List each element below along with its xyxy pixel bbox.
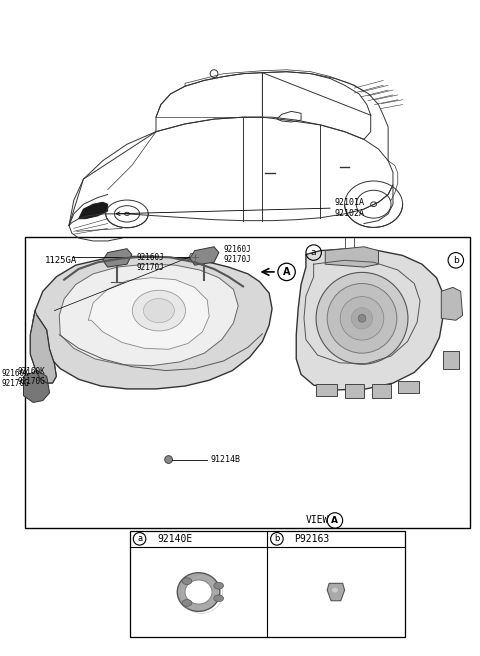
Text: 92102A: 92102A — [335, 209, 365, 218]
Polygon shape — [327, 583, 345, 601]
Bar — [372, 384, 391, 398]
Polygon shape — [88, 277, 209, 349]
Polygon shape — [24, 371, 49, 403]
Bar — [130, 531, 405, 638]
Ellipse shape — [327, 283, 397, 353]
Text: b: b — [453, 256, 459, 265]
Polygon shape — [30, 310, 56, 383]
Polygon shape — [79, 202, 108, 218]
Text: 92170G: 92170G — [18, 377, 46, 386]
Polygon shape — [190, 247, 219, 265]
Text: 92160J: 92160J — [224, 245, 252, 254]
Text: A: A — [283, 267, 290, 277]
Bar — [25, 237, 470, 528]
Bar — [398, 381, 419, 393]
Ellipse shape — [214, 583, 224, 589]
Bar — [443, 351, 459, 369]
Polygon shape — [277, 112, 301, 122]
Text: b: b — [274, 535, 279, 543]
Circle shape — [358, 314, 366, 322]
Bar — [315, 384, 337, 396]
Polygon shape — [296, 249, 443, 390]
Text: 91214B: 91214B — [210, 455, 240, 464]
Ellipse shape — [214, 595, 224, 602]
Text: VIEW: VIEW — [306, 516, 329, 525]
Text: 92170G: 92170G — [1, 379, 29, 388]
Ellipse shape — [132, 291, 185, 331]
Ellipse shape — [185, 580, 212, 604]
Text: 92160K: 92160K — [18, 367, 46, 376]
Polygon shape — [441, 287, 463, 320]
Polygon shape — [325, 247, 378, 267]
Text: 92170J: 92170J — [137, 262, 165, 272]
Text: 92101A: 92101A — [335, 197, 365, 207]
Ellipse shape — [182, 578, 192, 584]
Text: 92160K: 92160K — [1, 369, 29, 378]
Bar — [345, 384, 364, 398]
Text: 1125GA: 1125GA — [45, 256, 77, 265]
Text: 92160J: 92160J — [137, 253, 165, 262]
Text: a: a — [311, 248, 316, 257]
Ellipse shape — [144, 298, 174, 323]
Polygon shape — [103, 249, 132, 267]
Ellipse shape — [340, 297, 384, 340]
Text: A: A — [331, 516, 338, 525]
Polygon shape — [60, 264, 238, 365]
Ellipse shape — [177, 573, 220, 611]
Ellipse shape — [182, 600, 192, 606]
Ellipse shape — [332, 588, 338, 592]
Circle shape — [165, 456, 172, 463]
Ellipse shape — [351, 308, 372, 329]
Ellipse shape — [316, 272, 408, 364]
Text: P92163: P92163 — [294, 534, 330, 544]
Text: 92170J: 92170J — [224, 255, 252, 264]
Polygon shape — [33, 256, 272, 389]
Text: a: a — [137, 535, 142, 543]
Polygon shape — [189, 253, 201, 261]
Text: 92140E: 92140E — [157, 534, 192, 544]
